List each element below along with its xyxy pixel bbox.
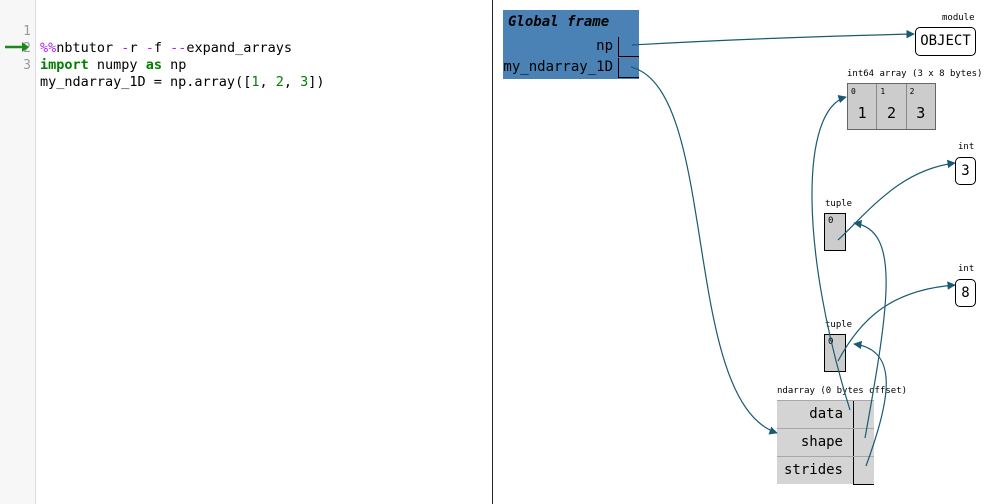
ndarray-type-label: ndarray (0 bytes offset) xyxy=(777,386,908,396)
code-token: 1 xyxy=(251,74,260,90)
ndarray-field-shape: shape xyxy=(800,434,843,450)
ndarray-object: data shape strides xyxy=(777,400,874,485)
code-token: 3 xyxy=(300,74,309,90)
line-number: 1 xyxy=(23,24,31,39)
code-line-1[interactable]: 1 %%nbtutor -r -f --expand_arrays xyxy=(0,6,292,56)
code-token: expand_arrays xyxy=(186,40,293,56)
code-text[interactable]: my_ndarray_1D = np.array([1, 2, 3]) xyxy=(40,74,325,91)
code-text[interactable]: import numpy as np xyxy=(40,57,186,74)
tuple-type-label: tuple xyxy=(825,320,853,330)
array-cell: 2 3 xyxy=(907,84,935,129)
code-line-2[interactable]: 2 import numpy as np xyxy=(0,23,186,73)
frame-pointer-my-ndarray-1d xyxy=(618,58,639,78)
code-token: 2 xyxy=(275,74,284,90)
frame-var-my-ndarray-1d: my_ndarray_1D xyxy=(503,59,613,75)
line-number: 2 xyxy=(23,41,31,56)
code-token: , xyxy=(259,74,276,90)
int-type-label: int xyxy=(958,142,975,152)
array-index: 2 xyxy=(909,87,915,96)
frame-pointer-np xyxy=(618,37,639,57)
current-line-arrow-icon xyxy=(5,42,29,52)
array-index: 0 xyxy=(851,87,856,96)
ndarray-field-row: shape xyxy=(777,428,874,457)
module-type-label: module xyxy=(942,13,975,23)
code-token: - xyxy=(121,40,130,56)
code-token: %% xyxy=(40,40,57,56)
int64-array: 0 1 1 2 2 3 xyxy=(847,83,936,130)
code-token: ]) xyxy=(308,74,325,90)
code-token: - xyxy=(145,40,154,56)
array-index: 1 xyxy=(880,87,886,96)
ndarray-field-strides: strides xyxy=(783,462,843,478)
code-token: import xyxy=(40,57,89,73)
line-number-gutter xyxy=(0,0,36,504)
frame-var-np: np xyxy=(596,38,613,54)
int-object-8: 8 xyxy=(955,279,976,307)
global-frame-title: Global frame xyxy=(508,14,610,30)
array-value: 2 xyxy=(886,104,896,122)
line-number: 3 xyxy=(23,58,31,73)
tuple-index: 0 xyxy=(828,216,834,226)
code-token: nbtutor xyxy=(56,40,122,56)
ndarray-pointer xyxy=(853,429,874,457)
code-token: r xyxy=(129,40,146,56)
ndarray-pointer xyxy=(853,457,874,485)
code-text[interactable]: %%nbtutor -r -f --expand_arrays xyxy=(40,40,292,57)
ndarray-field-row: strides xyxy=(777,456,874,485)
global-frame: Global frame np my_ndarray_1D xyxy=(503,10,639,79)
tuple-index: 0 xyxy=(828,337,834,347)
tuple-object-shape: 0 xyxy=(824,213,846,251)
code-token: numpy xyxy=(88,57,146,73)
code-token: my_ndarray_1D = np.array([ xyxy=(40,74,252,90)
tuple-type-label: tuple xyxy=(825,199,853,209)
code-token: , xyxy=(283,74,301,90)
array-cell: 1 2 xyxy=(877,84,907,129)
ndarray-field-row: data xyxy=(777,400,874,429)
code-token: np xyxy=(161,57,187,73)
module-object: OBJECT xyxy=(915,27,976,56)
code-line-3[interactable]: 3 my_ndarray_1D = np.array([1, 2, 3]) xyxy=(0,40,324,90)
ndarray-pointer xyxy=(853,401,874,429)
code-token: -- xyxy=(170,40,187,56)
int-type-label: int xyxy=(958,264,975,274)
int-object-3: 3 xyxy=(955,157,976,185)
code-editor-pane[interactable]: 1 %%nbtutor -r -f --expand_arrays 2 impo… xyxy=(0,0,492,504)
tuple-object-strides: 0 xyxy=(824,334,846,372)
ndarray-field-data: data xyxy=(809,406,843,422)
array-value: 1 xyxy=(857,104,867,122)
pane-divider[interactable] xyxy=(492,0,493,504)
array-cell: 0 1 xyxy=(848,84,878,129)
code-token: as xyxy=(145,57,162,73)
array-value: 3 xyxy=(916,104,926,122)
code-token: f xyxy=(153,40,171,56)
array-type-label: int64 array (3 x 8 bytes) xyxy=(847,69,983,79)
